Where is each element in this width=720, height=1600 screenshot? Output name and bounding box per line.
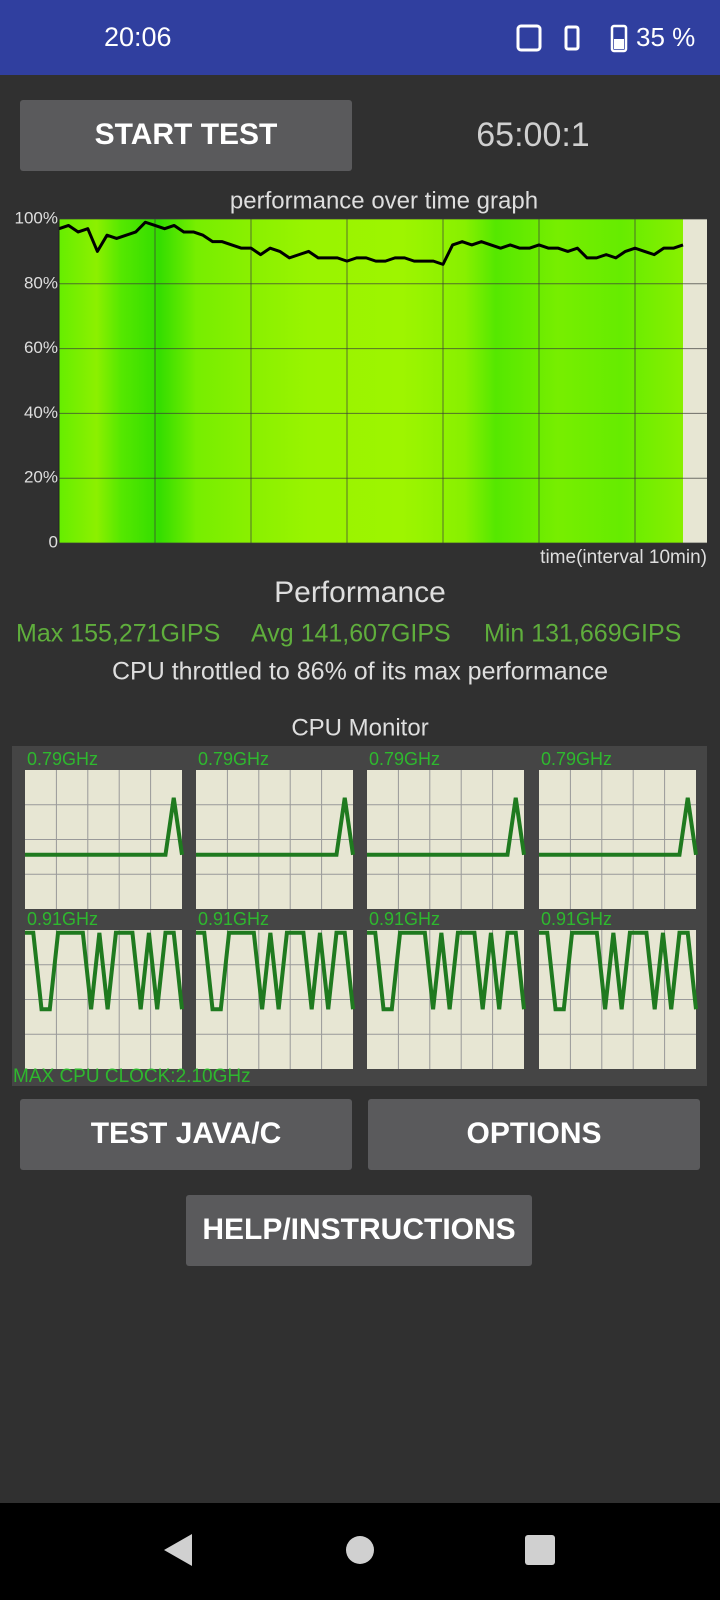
button-label[interactable]: HELP/INSTRUCTIONS: [202, 1213, 515, 1246]
x-axis-label: time(interval 10min): [540, 547, 707, 568]
core-frequency-line: [196, 930, 355, 1012]
battery-percent: 35 %: [636, 22, 695, 52]
core-frequency-line: [539, 930, 698, 1012]
status-bar: [0, 0, 720, 75]
nfc-icon: [516, 24, 542, 52]
core-frequency: 0.91GHz: [198, 909, 269, 929]
y-tick-label: 100%: [15, 208, 58, 227]
recents-button[interactable]: [525, 1535, 555, 1565]
core-frequency-line: [25, 930, 184, 1012]
clock: 20:06: [104, 22, 172, 52]
cpu-monitor-title: CPU Monitor: [291, 714, 428, 741]
plot: 0 20% 40% 60% 80% 100%: [15, 208, 707, 551]
options-button[interactable]: [368, 1099, 700, 1170]
core-frequency-line: [539, 797, 698, 857]
cpu-cores: 0.79GHz 0.79GHz 0.79GHz 0.79GHz 0.91GHz 0.91G…: [25, 749, 698, 1069]
core-frequency: 0.79GHz: [541, 749, 612, 769]
home-button[interactable]: [346, 1536, 374, 1564]
avg-gips: Avg 141,607GIPS: [251, 620, 451, 648]
core-frequency: 0.79GHz: [27, 749, 98, 769]
y-tick-label: 80%: [24, 273, 58, 292]
core-frequency-line: [25, 797, 184, 857]
core-frequency-line: [367, 797, 526, 857]
start-test-button[interactable]: [20, 100, 352, 171]
battery-level: [614, 39, 624, 49]
core-frequency-line: [196, 797, 355, 857]
performance-title: Performance: [274, 576, 446, 609]
chart-title: performance over time graph: [230, 187, 538, 214]
core-frequency: 0.79GHz: [198, 749, 269, 769]
y-tick-label: 0: [49, 532, 58, 551]
timer: 65:00:1: [476, 116, 589, 154]
y-tick-label: 60%: [24, 338, 58, 357]
battery-icon: [610, 24, 628, 53]
back-button[interactable]: [164, 1534, 192, 1566]
performance-line: [58, 220, 684, 266]
y-tick-label: 40%: [24, 403, 58, 422]
core-frequency: 0.91GHz: [27, 909, 98, 929]
core-frequency: 0.91GHz: [369, 909, 440, 929]
max-cpu-clock: MAX CPU CLOCK:2.10GHz: [13, 1066, 251, 1087]
core-frequency-line: [367, 930, 526, 1012]
throttle-summary: CPU throttled to 86% of its max performa…: [112, 658, 608, 686]
button-label[interactable]: OPTIONS: [466, 1117, 601, 1150]
help-button[interactable]: [186, 1195, 532, 1266]
core-frequency: 0.91GHz: [541, 909, 612, 929]
performance-fill: [59, 219, 683, 543]
vibrate-icon: [564, 25, 580, 51]
button-label[interactable]: START TEST: [95, 118, 278, 151]
max-gips: Max 155,271GIPS: [16, 620, 220, 648]
test-java-button[interactable]: [20, 1099, 352, 1170]
y-tick-label: 20%: [24, 468, 58, 487]
min-gips: Min 131,669GIPS: [484, 620, 681, 648]
button-label[interactable]: TEST JAVA/C: [91, 1117, 282, 1150]
core-frequency: 0.79GHz: [369, 749, 440, 769]
